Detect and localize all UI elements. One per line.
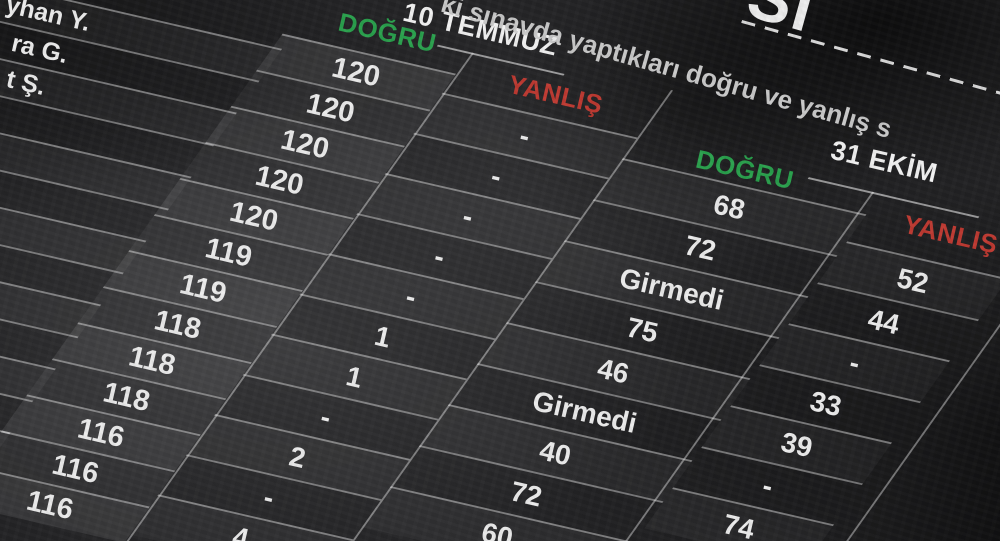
wrong-header-oct31: YANLIŞ bbox=[895, 208, 1000, 260]
table-cell-value: - bbox=[846, 346, 863, 379]
table-cell-value: - bbox=[403, 280, 420, 313]
table-cell-value: 74 bbox=[720, 508, 758, 541]
table-cell-value: 72 bbox=[682, 229, 720, 267]
table-cell-value: 60 bbox=[479, 516, 517, 541]
table-cell-value: - bbox=[488, 159, 505, 192]
table-cell-value: 2 bbox=[286, 440, 310, 474]
date-header-oct31: 31 EKİM bbox=[822, 135, 946, 189]
table-cell-value: 1 bbox=[372, 319, 395, 354]
table-cell-value: - bbox=[460, 199, 477, 233]
table-cell-value: - bbox=[517, 119, 534, 152]
table-cell-value: - bbox=[261, 480, 278, 514]
table-cell-value: 40 bbox=[537, 434, 575, 472]
table-cell-value: - bbox=[432, 239, 449, 273]
table-cell-value: 1 bbox=[343, 359, 366, 394]
table-cell-value: 4 bbox=[230, 520, 253, 541]
table-cell-value: - bbox=[318, 400, 335, 433]
table-cell-value: 46 bbox=[595, 352, 633, 390]
table-cell-value: 116 bbox=[23, 484, 77, 526]
table-cell-value: 39 bbox=[778, 426, 816, 464]
table-cell-value: 33 bbox=[807, 385, 845, 423]
table-cell-value: 52 bbox=[894, 262, 932, 300]
table-cell-value: . bbox=[0, 136, 3, 166]
table-cell-value: - bbox=[759, 469, 776, 502]
table-cell-value: 68 bbox=[711, 188, 749, 226]
table-cell-value: 44 bbox=[865, 303, 903, 341]
table-cell-value: t Ş. bbox=[3, 65, 49, 102]
wrong-header-oct31-label: YANLIŞ bbox=[900, 208, 1000, 260]
table-cell-value: 75 bbox=[624, 311, 662, 349]
table-cell-value: 72 bbox=[508, 475, 546, 513]
